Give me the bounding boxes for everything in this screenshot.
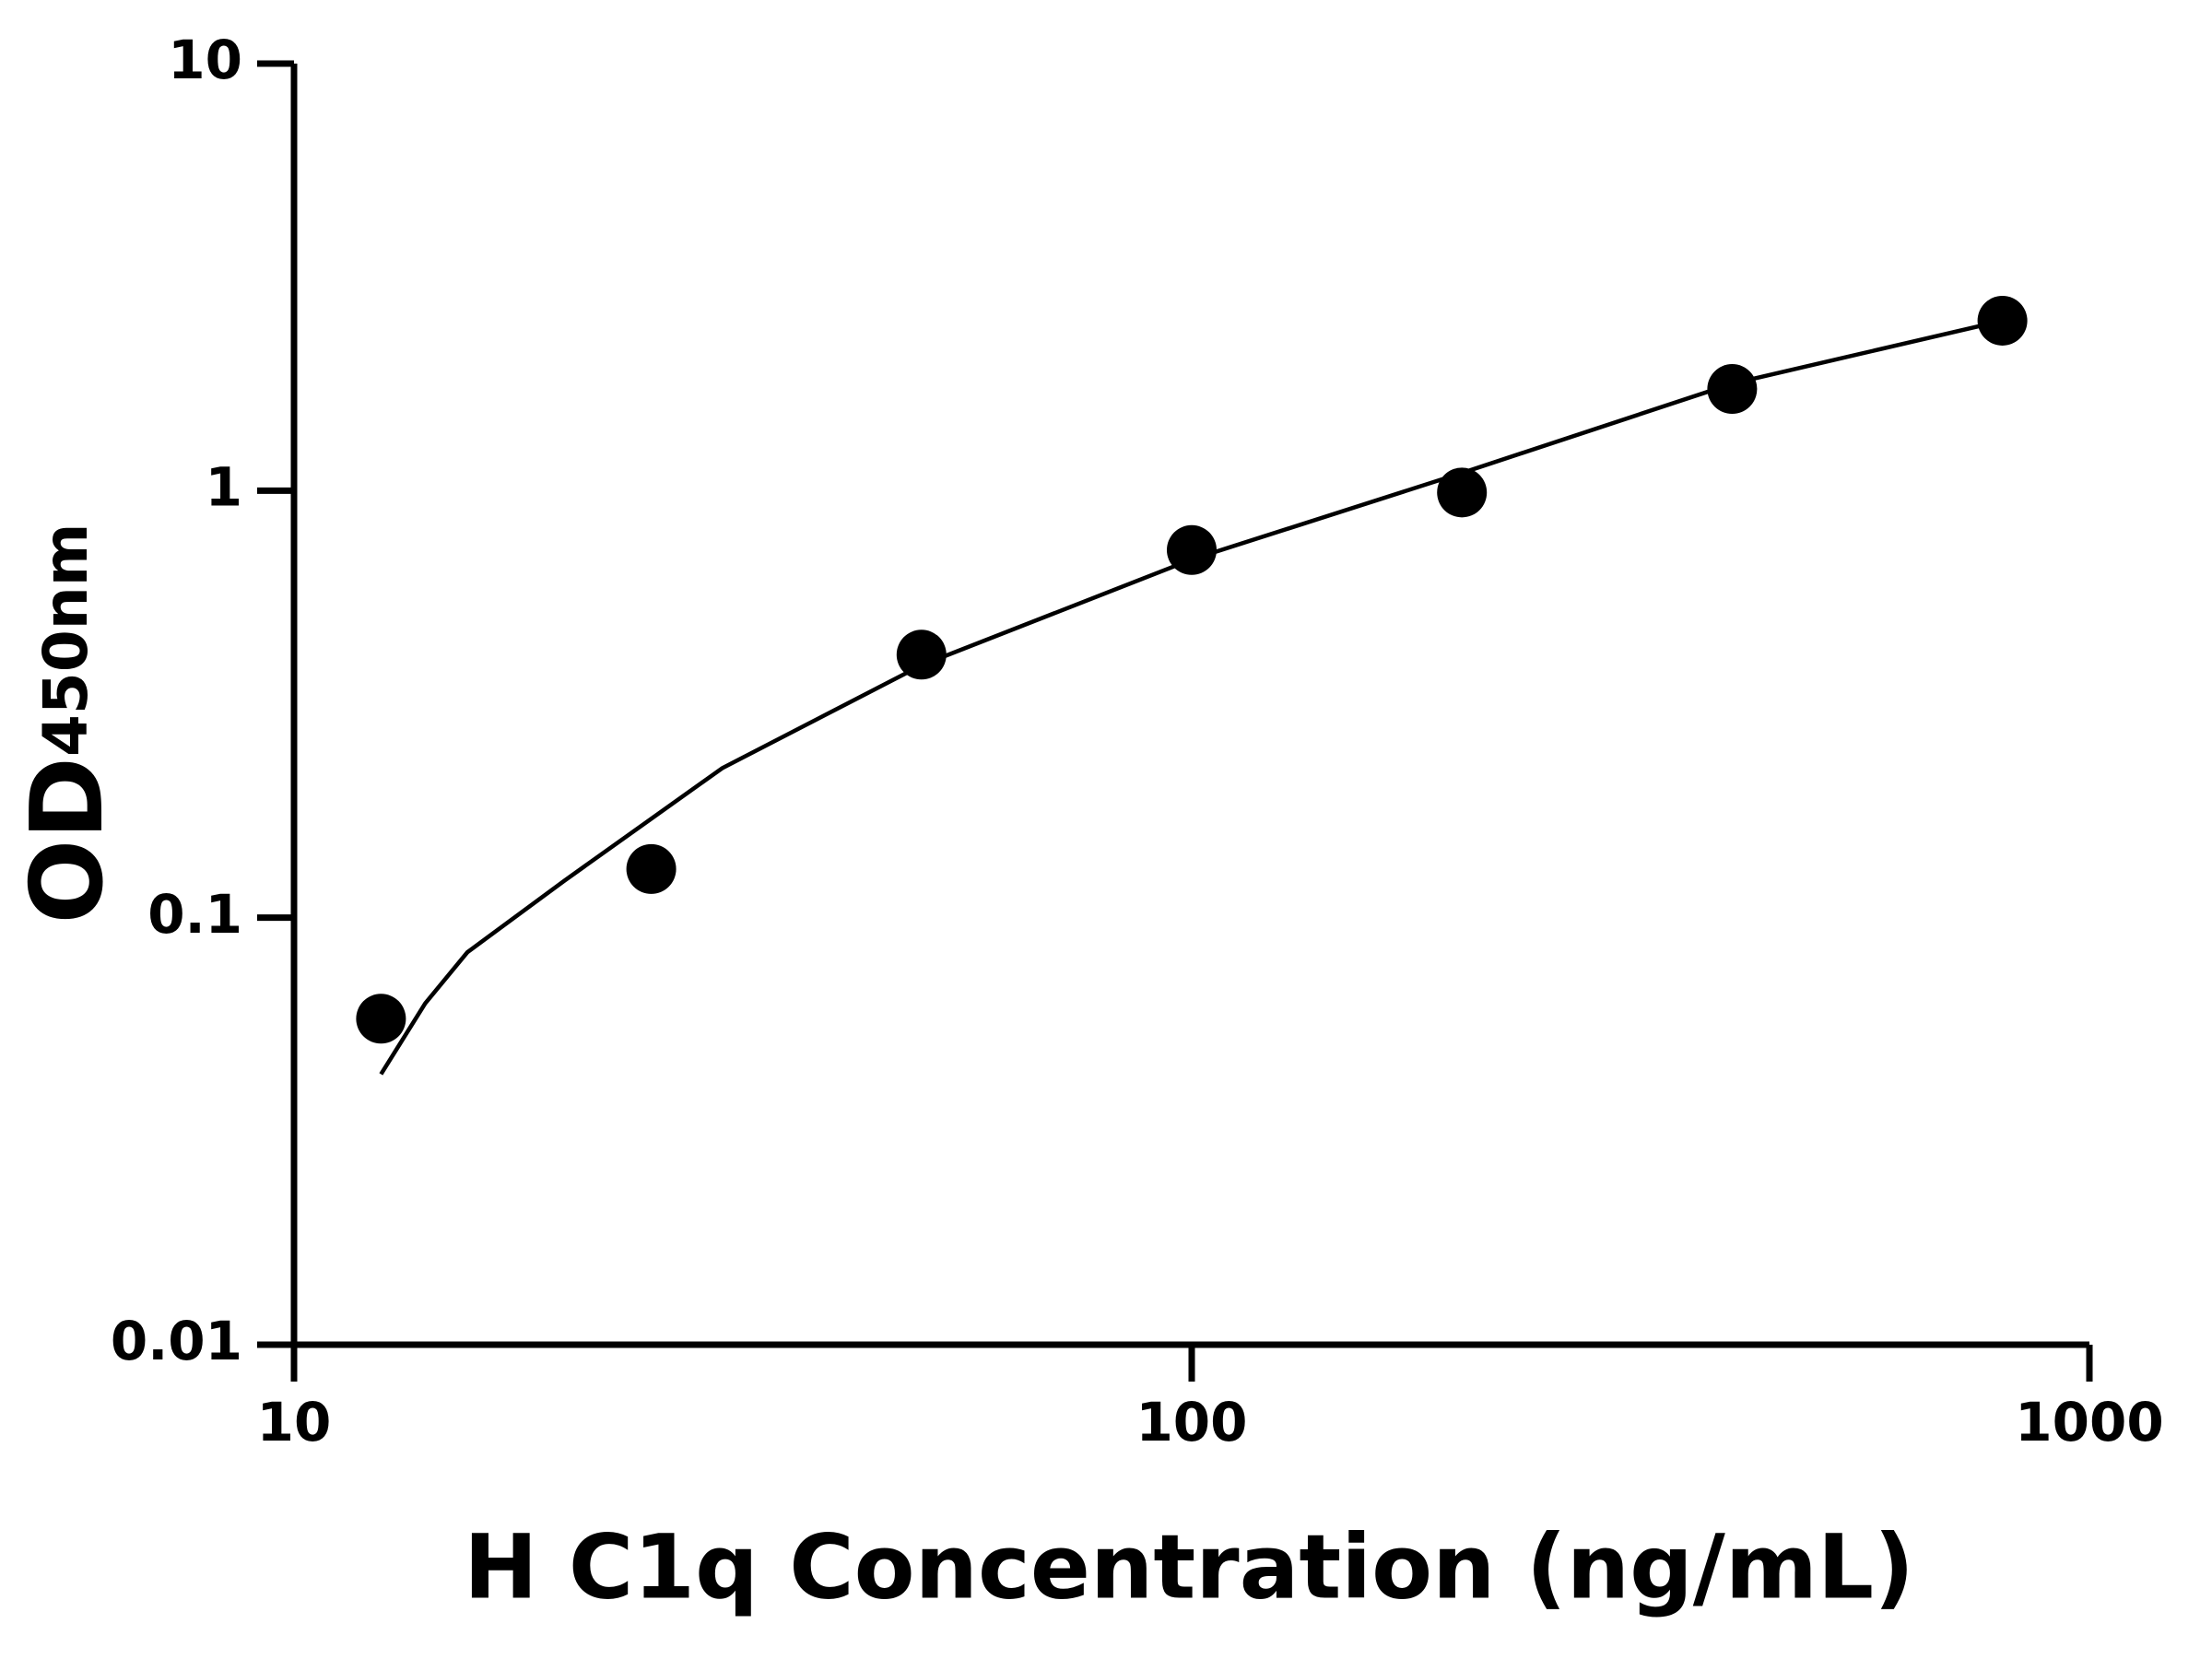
x-tick-label: 10 [257,1391,332,1453]
y-tick-label: 1 [206,455,242,518]
y-tick-label: 10 [168,29,242,91]
x-tick-label: 100 [1135,1391,1247,1453]
data-point [626,843,677,894]
x-axis-title: H C1q Concentration (ng/mL) [464,1515,1914,1618]
data-point [896,629,947,680]
x-tick-label: 1000 [2015,1391,2163,1453]
y-axis-title: OD450nm [10,524,125,924]
data-point [356,994,406,1044]
fit-curve [379,318,2004,1076]
y-axis-title-subscript: 450nm [30,524,101,758]
y-axis-title-main: OD [10,757,125,924]
data-point [1437,467,1488,518]
data-point [1707,364,1758,415]
y-tick-label: 0.01 [111,1310,242,1372]
y-tick-label: 0.1 [147,883,242,946]
